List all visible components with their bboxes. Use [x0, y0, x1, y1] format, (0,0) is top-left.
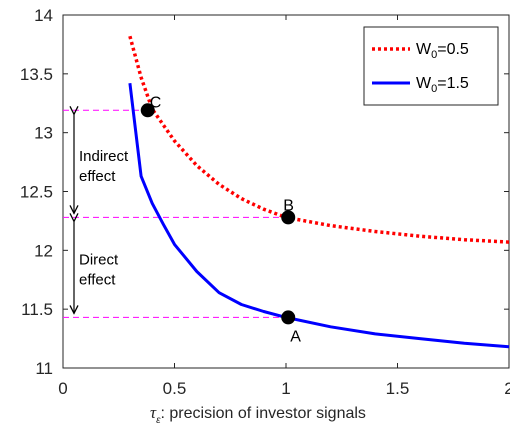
point-label: B — [283, 197, 294, 214]
x-tick-label: 0.5 — [163, 379, 187, 398]
y-tick-label: 13 — [34, 124, 53, 143]
series-line — [128, 83, 510, 349]
x-tick-label: 1.5 — [386, 379, 410, 398]
x-axis-label: τε: precision of investor signals — [150, 403, 366, 426]
effect-label: Direct effect — [79, 251, 119, 288]
effect-label-line: effect — [79, 271, 116, 288]
y-tick-label: 14 — [34, 6, 53, 25]
legend-label-prefix: W — [416, 41, 432, 58]
series-line — [128, 35, 510, 244]
x-tick-label: 2 — [504, 379, 510, 398]
legend-label-suffix: =1.5 — [437, 75, 469, 92]
x-tick-label: 1 — [281, 379, 290, 398]
legend-label: W0=0.5 — [416, 41, 469, 61]
marked-points: C B A — [140, 94, 301, 345]
y-tick-label: 13.5 — [20, 65, 53, 84]
y-tick-label: 12.5 — [20, 183, 53, 202]
point-label: C — [150, 94, 162, 111]
point-marker — [140, 103, 155, 118]
effect-label-line: Indirect — [79, 148, 129, 165]
legend-box — [363, 26, 499, 106]
legend-label-subscript: 0 — [431, 49, 437, 61]
y-tick-label: 11 — [35, 359, 53, 378]
effect-label-line: effect — [79, 168, 116, 185]
y-tick-label: 12 — [34, 241, 53, 260]
effect-arrows: Indirect effect Direct effect — [74, 114, 129, 313]
legend-label: W0=1.5 — [416, 75, 469, 95]
x-axis-label-text: : precision of investor signals — [161, 405, 366, 422]
series-lines — [128, 35, 510, 349]
effect-label-line: Direct — [79, 251, 119, 268]
point-marker — [281, 310, 296, 325]
x-axis-label-symbol: τ — [150, 403, 157, 422]
point-marker — [281, 210, 296, 225]
x-tick-label: 0 — [58, 379, 67, 398]
point-label: A — [290, 328, 301, 345]
legend-label-subscript: 0 — [431, 83, 437, 95]
y-tick-label: 11.5 — [21, 300, 53, 319]
x-axis-label-subscript: ε — [156, 415, 161, 426]
legend-label-suffix: =0.5 — [437, 41, 469, 58]
legend-label-prefix: W — [416, 75, 432, 92]
effect-label: Indirect effect — [79, 148, 129, 185]
legend: W0=0.5W0=1.5 — [363, 26, 499, 106]
